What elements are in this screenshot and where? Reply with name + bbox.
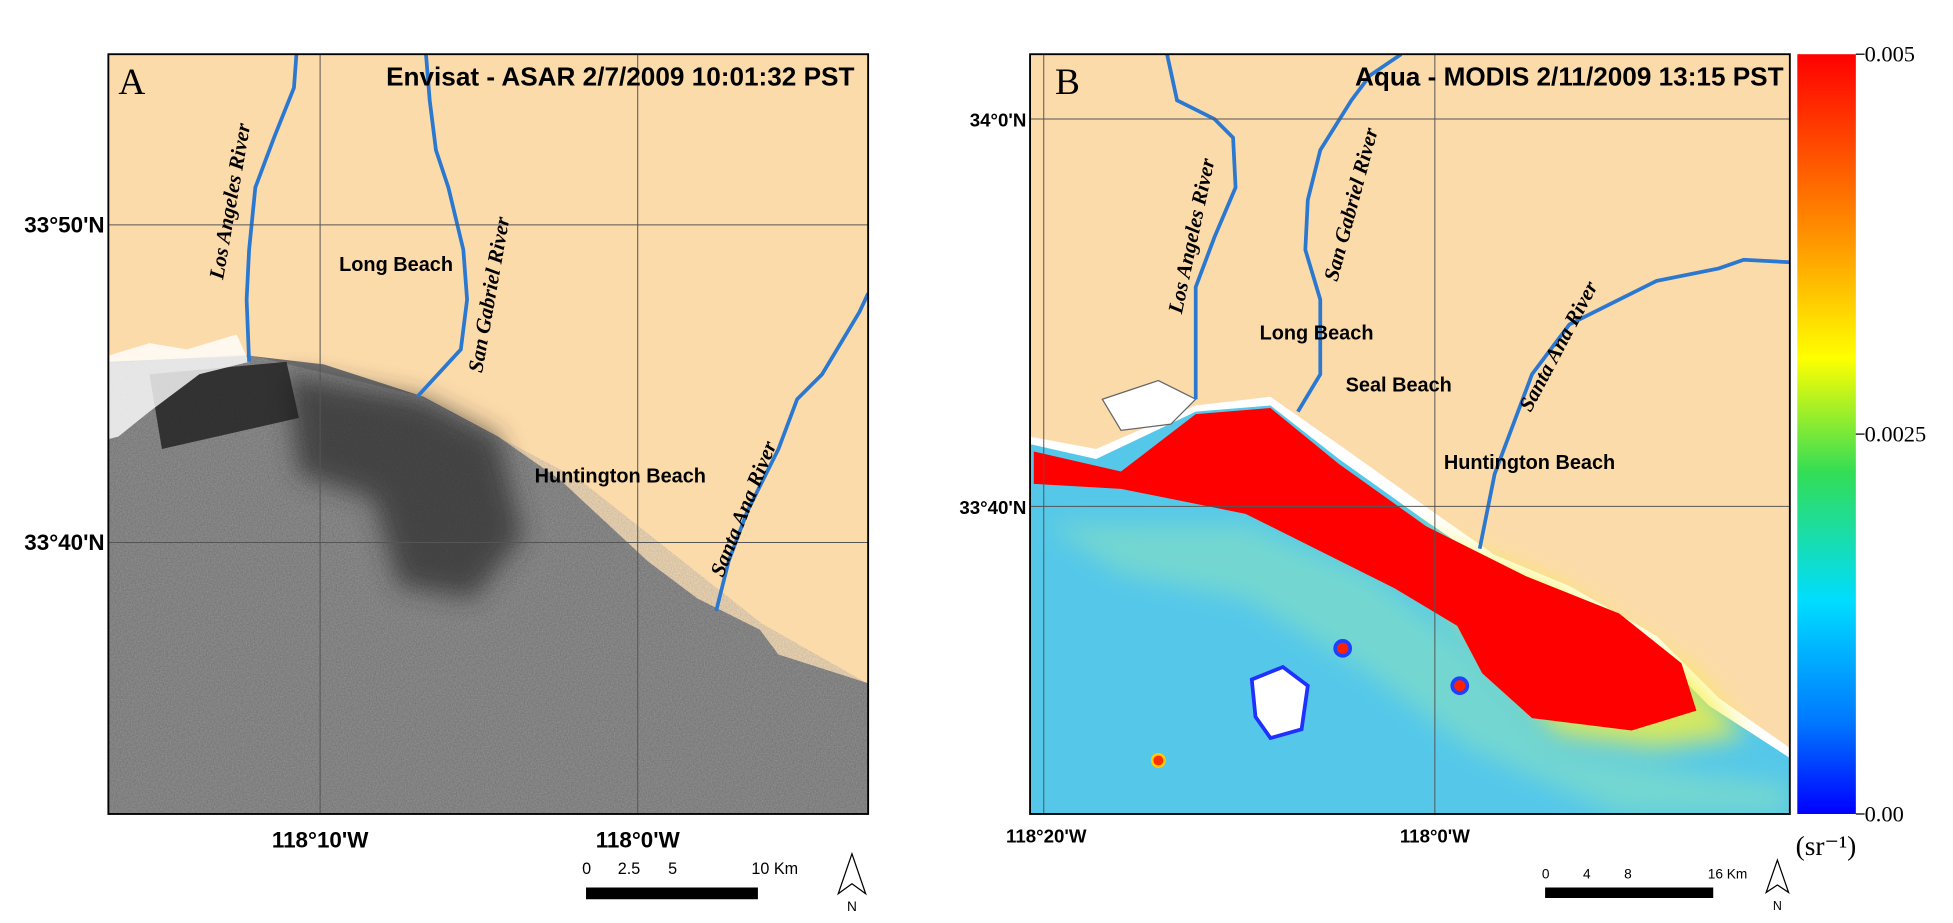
- scale-label: 0: [582, 860, 591, 878]
- high-signal: [1033, 407, 1697, 731]
- patch: [1450, 676, 1470, 696]
- panel-a: A Envisat - ASAR 2/7/2009 10:01:32 PST L…: [108, 54, 869, 814]
- sea-gradient: [1046, 523, 1790, 814]
- panel-title: Aqua - MODIS 2/11/2009 13:15 PST: [1355, 61, 1784, 91]
- patch: [1333, 638, 1353, 658]
- river: [1477, 257, 1790, 550]
- place-label: Huntington Beach: [1444, 452, 1615, 474]
- frame: [107, 53, 870, 815]
- colorbar-tick-label: 0.0025: [1865, 422, 1927, 447]
- panel-label: A: [118, 62, 145, 103]
- scale-label: 8: [1624, 867, 1632, 882]
- river: [1165, 54, 1238, 400]
- river: [714, 292, 869, 612]
- harbor: [108, 334, 250, 440]
- scale-label: 16 Km: [1708, 867, 1748, 882]
- lat-label: 33°50'N: [24, 212, 104, 237]
- scale-label: 10 Km: [751, 860, 798, 878]
- colorbar: [1797, 54, 1856, 814]
- harbor: [1101, 379, 1197, 432]
- cloud: [1249, 664, 1310, 741]
- patch: [1150, 752, 1166, 768]
- place-label: Huntington Beach: [535, 466, 706, 488]
- place-label: Seal Beach: [1346, 375, 1452, 397]
- scale-label: 0: [1542, 867, 1550, 882]
- lon-label: 118°0'W: [596, 828, 681, 853]
- scale-label: 5: [668, 860, 677, 878]
- north-label: N: [847, 899, 857, 914]
- north-label: N: [1773, 899, 1782, 913]
- north-arrow: [1764, 858, 1790, 894]
- panel-label: B: [1055, 62, 1080, 103]
- river: [1296, 54, 1403, 413]
- frame: [1029, 53, 1791, 815]
- lat-label: 34°0'N: [970, 109, 1027, 130]
- lon-label: 118°10'W: [272, 828, 369, 853]
- north-arrow: [837, 851, 867, 896]
- place-label: Long Beach: [339, 254, 453, 276]
- colorbar-unit: (sr⁻¹): [1796, 831, 1857, 861]
- scale-bar: [1545, 887, 1714, 899]
- lat-label: 33°40'N: [24, 530, 104, 555]
- scale-label: 2.5: [618, 860, 641, 878]
- river: [415, 54, 469, 398]
- colorbar-tick-label: 0.00: [1865, 801, 1904, 826]
- place-label: Long Beach: [1260, 322, 1374, 344]
- panel-title: Envisat - ASAR 2/7/2009 10:01:32 PST: [386, 61, 854, 91]
- river: [244, 54, 299, 362]
- scale-label: 4: [1583, 867, 1591, 882]
- panel-b: B Aqua - MODIS 2/11/2009 13:15 PST Long …: [1030, 54, 1790, 814]
- colorbar-tick-label: 0.005: [1865, 42, 1915, 67]
- scale-bar: [586, 887, 758, 900]
- lon-label: 118°0'W: [1400, 826, 1470, 847]
- lat-label: 33°40'N: [959, 497, 1026, 518]
- lon-label: 118°20'W: [1006, 826, 1087, 847]
